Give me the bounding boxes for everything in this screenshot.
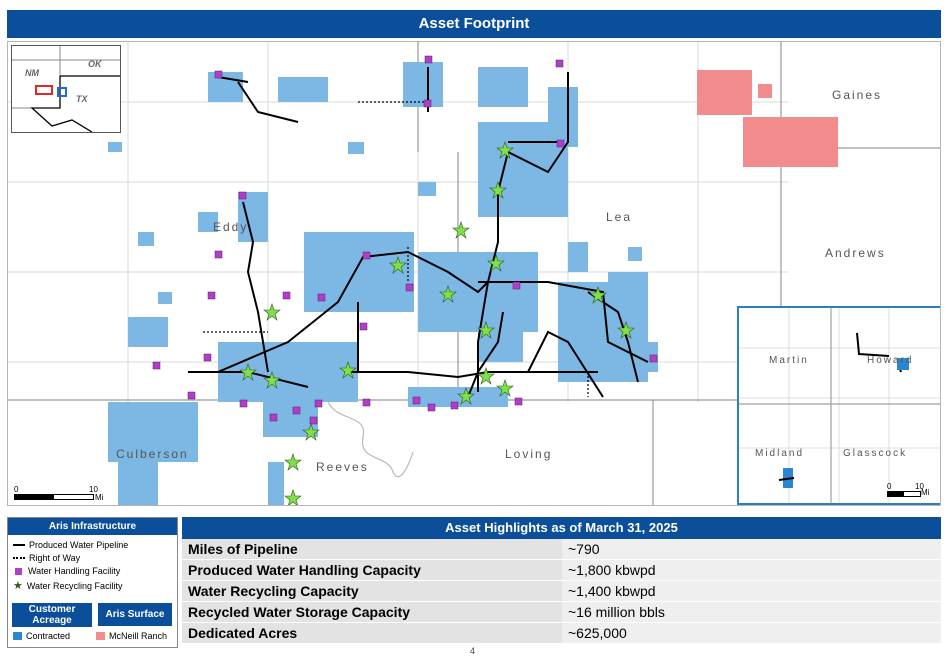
highlight-label: Dedicated Acres (182, 622, 562, 644)
scale-unit: Mi (95, 493, 104, 502)
highlight-value: ~1,800 kbwpd (562, 559, 941, 581)
county-label-andrews: Andrews (825, 246, 886, 260)
table-row: Produced Water Handling Capacity ~1,800 k… (182, 559, 941, 581)
recycling-markers (239, 141, 635, 505)
legend-pipeline-label: Produced Water Pipeline (29, 540, 129, 550)
highlight-value: ~1,400 kbwpd (562, 580, 941, 602)
county-label-glasscock: Glasscock (843, 448, 908, 459)
county-label-martin: Martin (769, 355, 809, 366)
state-label-nm: NM (25, 68, 39, 78)
page-number: 4 (470, 646, 476, 656)
inset-scale-unit: Mi (921, 488, 930, 497)
dotted-line-icon (13, 557, 25, 559)
highlight-label: Recycled Water Storage Capacity (182, 601, 562, 623)
legend-pipeline: Produced Water Pipeline (13, 540, 128, 550)
legend-right-of-way: Right of Way (13, 553, 80, 563)
mcneill-swatch-icon (96, 632, 105, 640)
county-label-reeves: Reeves (316, 460, 369, 474)
recycling-star-icon: ★ (13, 580, 23, 592)
legend-recycling: ★ Water Recycling Facility (13, 579, 123, 592)
texas-outline-icon (12, 46, 120, 132)
inset-scale-start: 0 (887, 482, 892, 491)
pipeline-line-icon (13, 544, 25, 546)
county-label-eddy: Eddy (213, 220, 249, 234)
county-label-howard: Howard (867, 355, 914, 366)
state-label-ok: OK (88, 59, 102, 69)
county-label-midland: Midland (755, 448, 805, 459)
highlight-label: Produced Water Handling Capacity (182, 559, 562, 581)
east-inset-map: Martin Howard Midland Glasscock 0 10 Mi (737, 306, 940, 505)
highlight-value: ~16 million bbls (562, 601, 941, 623)
highlight-value: ~625,000 (562, 622, 941, 644)
aris-surface-header: Aris Surface (98, 603, 172, 626)
map-legend: Aris Infrastructure Produced Water Pipel… (7, 517, 178, 648)
highlights-title: Asset Highlights as of March 31, 2025 (182, 517, 941, 539)
legend-contracted-label: Contracted (26, 631, 71, 641)
table-row: Miles of Pipeline ~790 (182, 539, 941, 560)
legend-handling-label: Water Handling Facility (28, 566, 121, 576)
table-row: Water Recycling Capacity ~1,400 kbwpd (182, 580, 941, 602)
customer-acreage-header: Customer Acreage (12, 603, 92, 627)
asset-highlights: Asset Highlights as of March 31, 2025 Mi… (182, 517, 941, 646)
inset-scale-bar (887, 491, 921, 497)
state-locator-inset: NM OK TX (11, 45, 121, 133)
county-label-loving: Loving (505, 447, 553, 461)
scale-bar (14, 494, 94, 500)
highlights-table: Miles of Pipeline ~790 Produced Water Han… (182, 539, 941, 644)
legend-mcneill: McNeill Ranch (96, 631, 167, 641)
county-label-lea: Lea (606, 210, 633, 224)
table-row: Recycled Water Storage Capacity ~16 milli… (182, 601, 941, 623)
legend-contracted: Contracted (13, 631, 70, 641)
east-inset-drawing (739, 308, 940, 503)
legend-handling: Water Handling Facility (13, 566, 120, 576)
inset-scale-end: 10 (915, 482, 924, 491)
county-label-gaines: Gaines (832, 88, 883, 102)
page-title: Asset Footprint (7, 10, 941, 38)
handling-square-icon (15, 567, 22, 575)
legend-right-of-way-label: Right of Way (29, 553, 81, 563)
state-label-tx: TX (76, 94, 88, 104)
legend-mcneill-label: McNeill Ranch (109, 631, 168, 641)
legend-recycling-label: Water Recycling Facility (26, 580, 123, 591)
highlight-label: Miles of Pipeline (182, 539, 562, 560)
asset-map[interactable]: Eddy Lea Gaines Andrews Culberson Reeves… (7, 41, 941, 506)
contracted-swatch-icon (13, 632, 22, 640)
table-row: Dedicated Acres ~625,000 (182, 622, 941, 644)
scale-start: 0 (14, 485, 19, 494)
highlight-value: ~790 (562, 539, 941, 560)
map-drawing (8, 42, 940, 505)
county-label-culberson: Culberson (116, 447, 189, 461)
legend-title: Aris Infrastructure (8, 518, 177, 535)
highlight-label: Water Recycling Capacity (182, 580, 562, 602)
scale-end: 10 (89, 485, 98, 494)
